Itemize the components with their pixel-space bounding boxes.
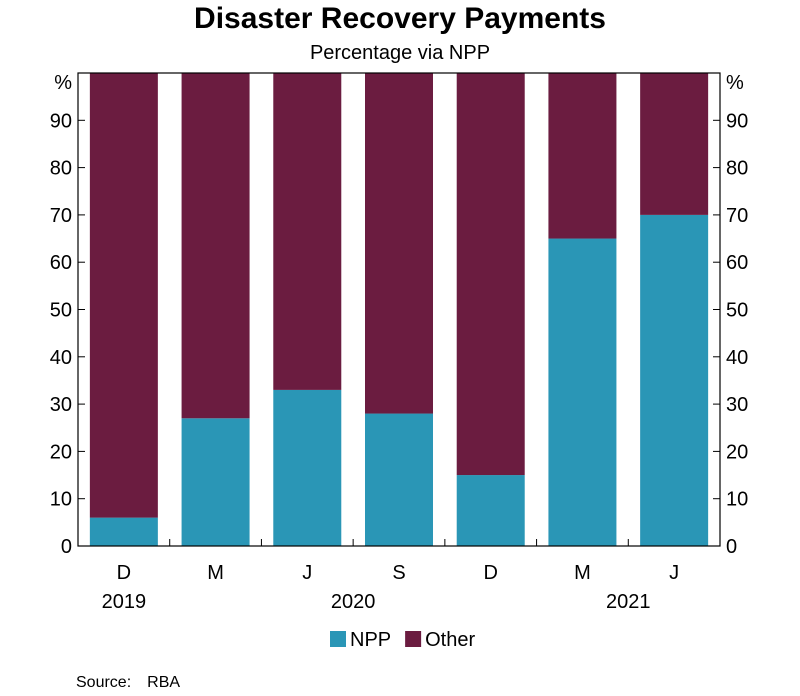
left-tick-label-30: 30 [50,394,72,416]
right-tick-label-80: 80 [726,158,748,180]
bar-other-2 [273,73,342,390]
bar-npp-4 [456,475,525,546]
legend-swatch-other [405,631,422,647]
bar-other-5 [548,73,617,239]
bar-npp-3 [365,413,433,546]
source-label: Source: [76,674,132,691]
year-label-2020: 2020 [331,591,376,613]
left-tick-label-60: 60 [50,252,72,274]
chart-subtitle: Percentage via NPP [309,42,491,64]
legend-swatch-npp [330,631,346,647]
source-value: RBA [147,674,181,691]
right-tick-label-0: 0 [726,536,737,558]
x-tick-label-6: J [669,562,679,584]
right-tick-label-60: 60 [726,252,748,274]
left-tick-label-10: 10 [50,489,72,511]
left-tick-label-40: 40 [50,347,72,369]
x-tick-label-5: M [574,562,591,584]
left-tick-label-80: 80 [50,158,72,180]
left-tick-label-90: 90 [50,110,72,132]
bar-npp-2 [273,389,342,546]
x-tick-label-4: D [483,562,497,584]
x-tick-label-3: S [392,562,405,584]
bar-npp-0 [89,517,158,546]
right-tick-label-30: 30 [726,394,748,416]
left-tick-label-70: 70 [50,205,72,227]
year-label-2021: 2021 [606,591,651,613]
year-label-2019: 2019 [102,591,147,613]
right-tick-label-20: 20 [726,441,748,463]
left-tick-label-50: 50 [50,300,72,322]
right-tick-label-50: 50 [726,300,748,322]
bar-other-6 [640,73,709,215]
bar-other-1 [181,73,250,419]
left-tick-label-20: 20 [50,441,72,463]
source-note: Source: RBA [76,674,180,692]
right-tick-label-40: 40 [726,347,748,369]
left-unit-label: % [54,72,72,94]
bar-npp-5 [548,238,617,547]
x-tick-label-1: M [207,562,224,584]
bar-other-0 [89,73,158,518]
right-tick-label-90: 90 [726,110,748,132]
chart-title: Disaster Recovery Payments [194,2,606,35]
legend-label-npp: NPP [350,629,391,651]
legend-label-other: Other [425,629,475,651]
bar-other-4 [456,73,525,476]
x-tick-label-0: D [117,562,131,584]
bar-npp-1 [181,418,250,546]
bar-other-3 [365,73,433,414]
right-tick-label-10: 10 [726,489,748,511]
x-tick-label-2: J [302,562,312,584]
bar-npp-6 [640,214,709,546]
right-unit-label: % [726,72,744,94]
right-tick-label-70: 70 [726,205,748,227]
left-tick-label-0: 0 [61,536,72,558]
